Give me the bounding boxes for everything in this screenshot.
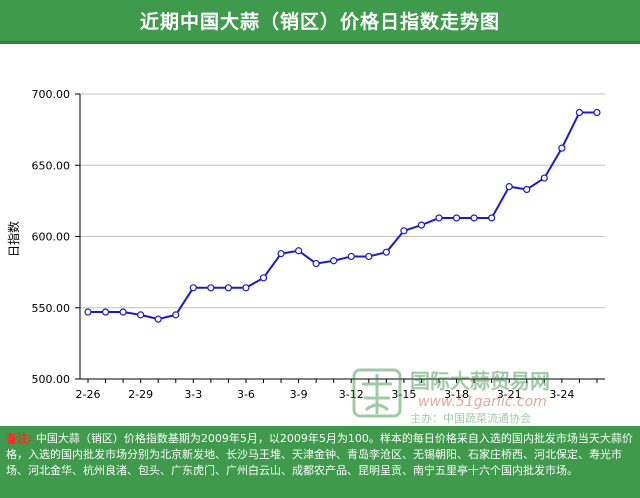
x-tick-label: 3-6 — [237, 388, 255, 401]
data-point — [189, 284, 197, 292]
y-tick-labels: 700.00 650.00 600.00 550.00 500.00 — [32, 88, 71, 386]
y-axis-label: 日指数 — [6, 221, 21, 257]
watermark-name: 国际大蒜贸易网 — [410, 369, 550, 393]
axis-layer — [75, 93, 605, 383]
data-point — [488, 214, 496, 222]
x-tick-label: 3-15 — [391, 388, 416, 401]
data-point — [259, 274, 268, 282]
x-tick-label: 3-12 — [339, 388, 364, 401]
title-bar: 近期中国大蒜（销区）价格日指数走势图 — [0, 0, 640, 44]
data-point — [400, 227, 408, 235]
data-point — [207, 284, 215, 292]
data-point — [224, 284, 232, 292]
series-layer — [84, 108, 601, 323]
data-point — [101, 308, 110, 316]
data-point — [593, 108, 601, 117]
y-tick-label: 550.00 — [32, 302, 71, 315]
data-point — [330, 257, 338, 265]
note-text: 中国大蒜（销区）价格指数基期为2009年5月，以2009年5月为100。样本的每… — [6, 432, 633, 477]
data-point — [435, 214, 443, 222]
y-tick-label: 650.00 — [32, 159, 71, 172]
data-point — [575, 108, 584, 117]
x-tick-label: 3-18 — [444, 388, 469, 401]
data-point — [154, 315, 162, 323]
note-label: 备注: — [6, 432, 33, 445]
watermark-sponsor: 主办：中国蔬菜流通协会 — [410, 411, 531, 425]
x-tick-labels: 2-26 2-29 3-3 3-6 3-9 3-12 3-15 3-18 3-21 3-24 — [76, 388, 575, 401]
data-point — [382, 248, 390, 256]
x-tick-label: 3-3 — [184, 388, 202, 401]
data-point — [523, 185, 531, 194]
data-point — [312, 259, 320, 268]
y-tick-label: 700.00 — [32, 88, 71, 101]
line-chart: 700.00 650.00 600.00 550.00 500.00 2-26 2-29 3… — [6, 88, 605, 401]
data-point — [277, 250, 285, 258]
data-point — [365, 252, 373, 261]
data-point — [172, 311, 180, 319]
footer-note: 备注: 中国大蒜（销区）价格指数基期为2009年5月，以2009年5月为100。… — [6, 431, 634, 479]
watermark-logo: 国际大蒜贸易网 www.51garlic.com 主办：中国蔬菜流通协会 — [352, 368, 550, 425]
x-tick-label: 2-26 — [76, 388, 101, 401]
grid-layer — [80, 93, 605, 309]
data-point — [452, 214, 461, 222]
data-point — [84, 308, 92, 316]
data-point — [137, 311, 145, 319]
chart-title: 近期中国大蒜（销区）价格日指数走势图 — [139, 11, 500, 33]
data-point — [505, 183, 513, 191]
y-tick-label: 600.00 — [32, 231, 71, 244]
data-point — [119, 308, 127, 316]
data-point — [540, 174, 548, 182]
x-tick-label: 3-9 — [290, 388, 308, 401]
data-point — [295, 247, 303, 255]
chart-area: 700.00 650.00 600.00 550.00 500.00 2-26 2-29 3… — [0, 44, 640, 426]
garlic-logo-icon — [352, 368, 402, 418]
x-tick-label: 3-21 — [497, 388, 522, 401]
data-point — [242, 284, 250, 292]
data-point — [347, 252, 355, 261]
footer-note-panel: 备注: 中国大蒜（销区）价格指数基期为2009年5月，以2009年5月为100。… — [0, 426, 640, 498]
data-point — [558, 144, 566, 152]
data-point — [417, 221, 426, 229]
x-tick-label: 3-24 — [549, 388, 574, 401]
x-tick-label: 2-29 — [128, 388, 153, 401]
y-tick-label: 500.00 — [32, 373, 71, 386]
data-point — [470, 214, 478, 222]
watermark-url: www.51garlic.com — [418, 394, 547, 410]
series-line — [88, 111, 597, 321]
